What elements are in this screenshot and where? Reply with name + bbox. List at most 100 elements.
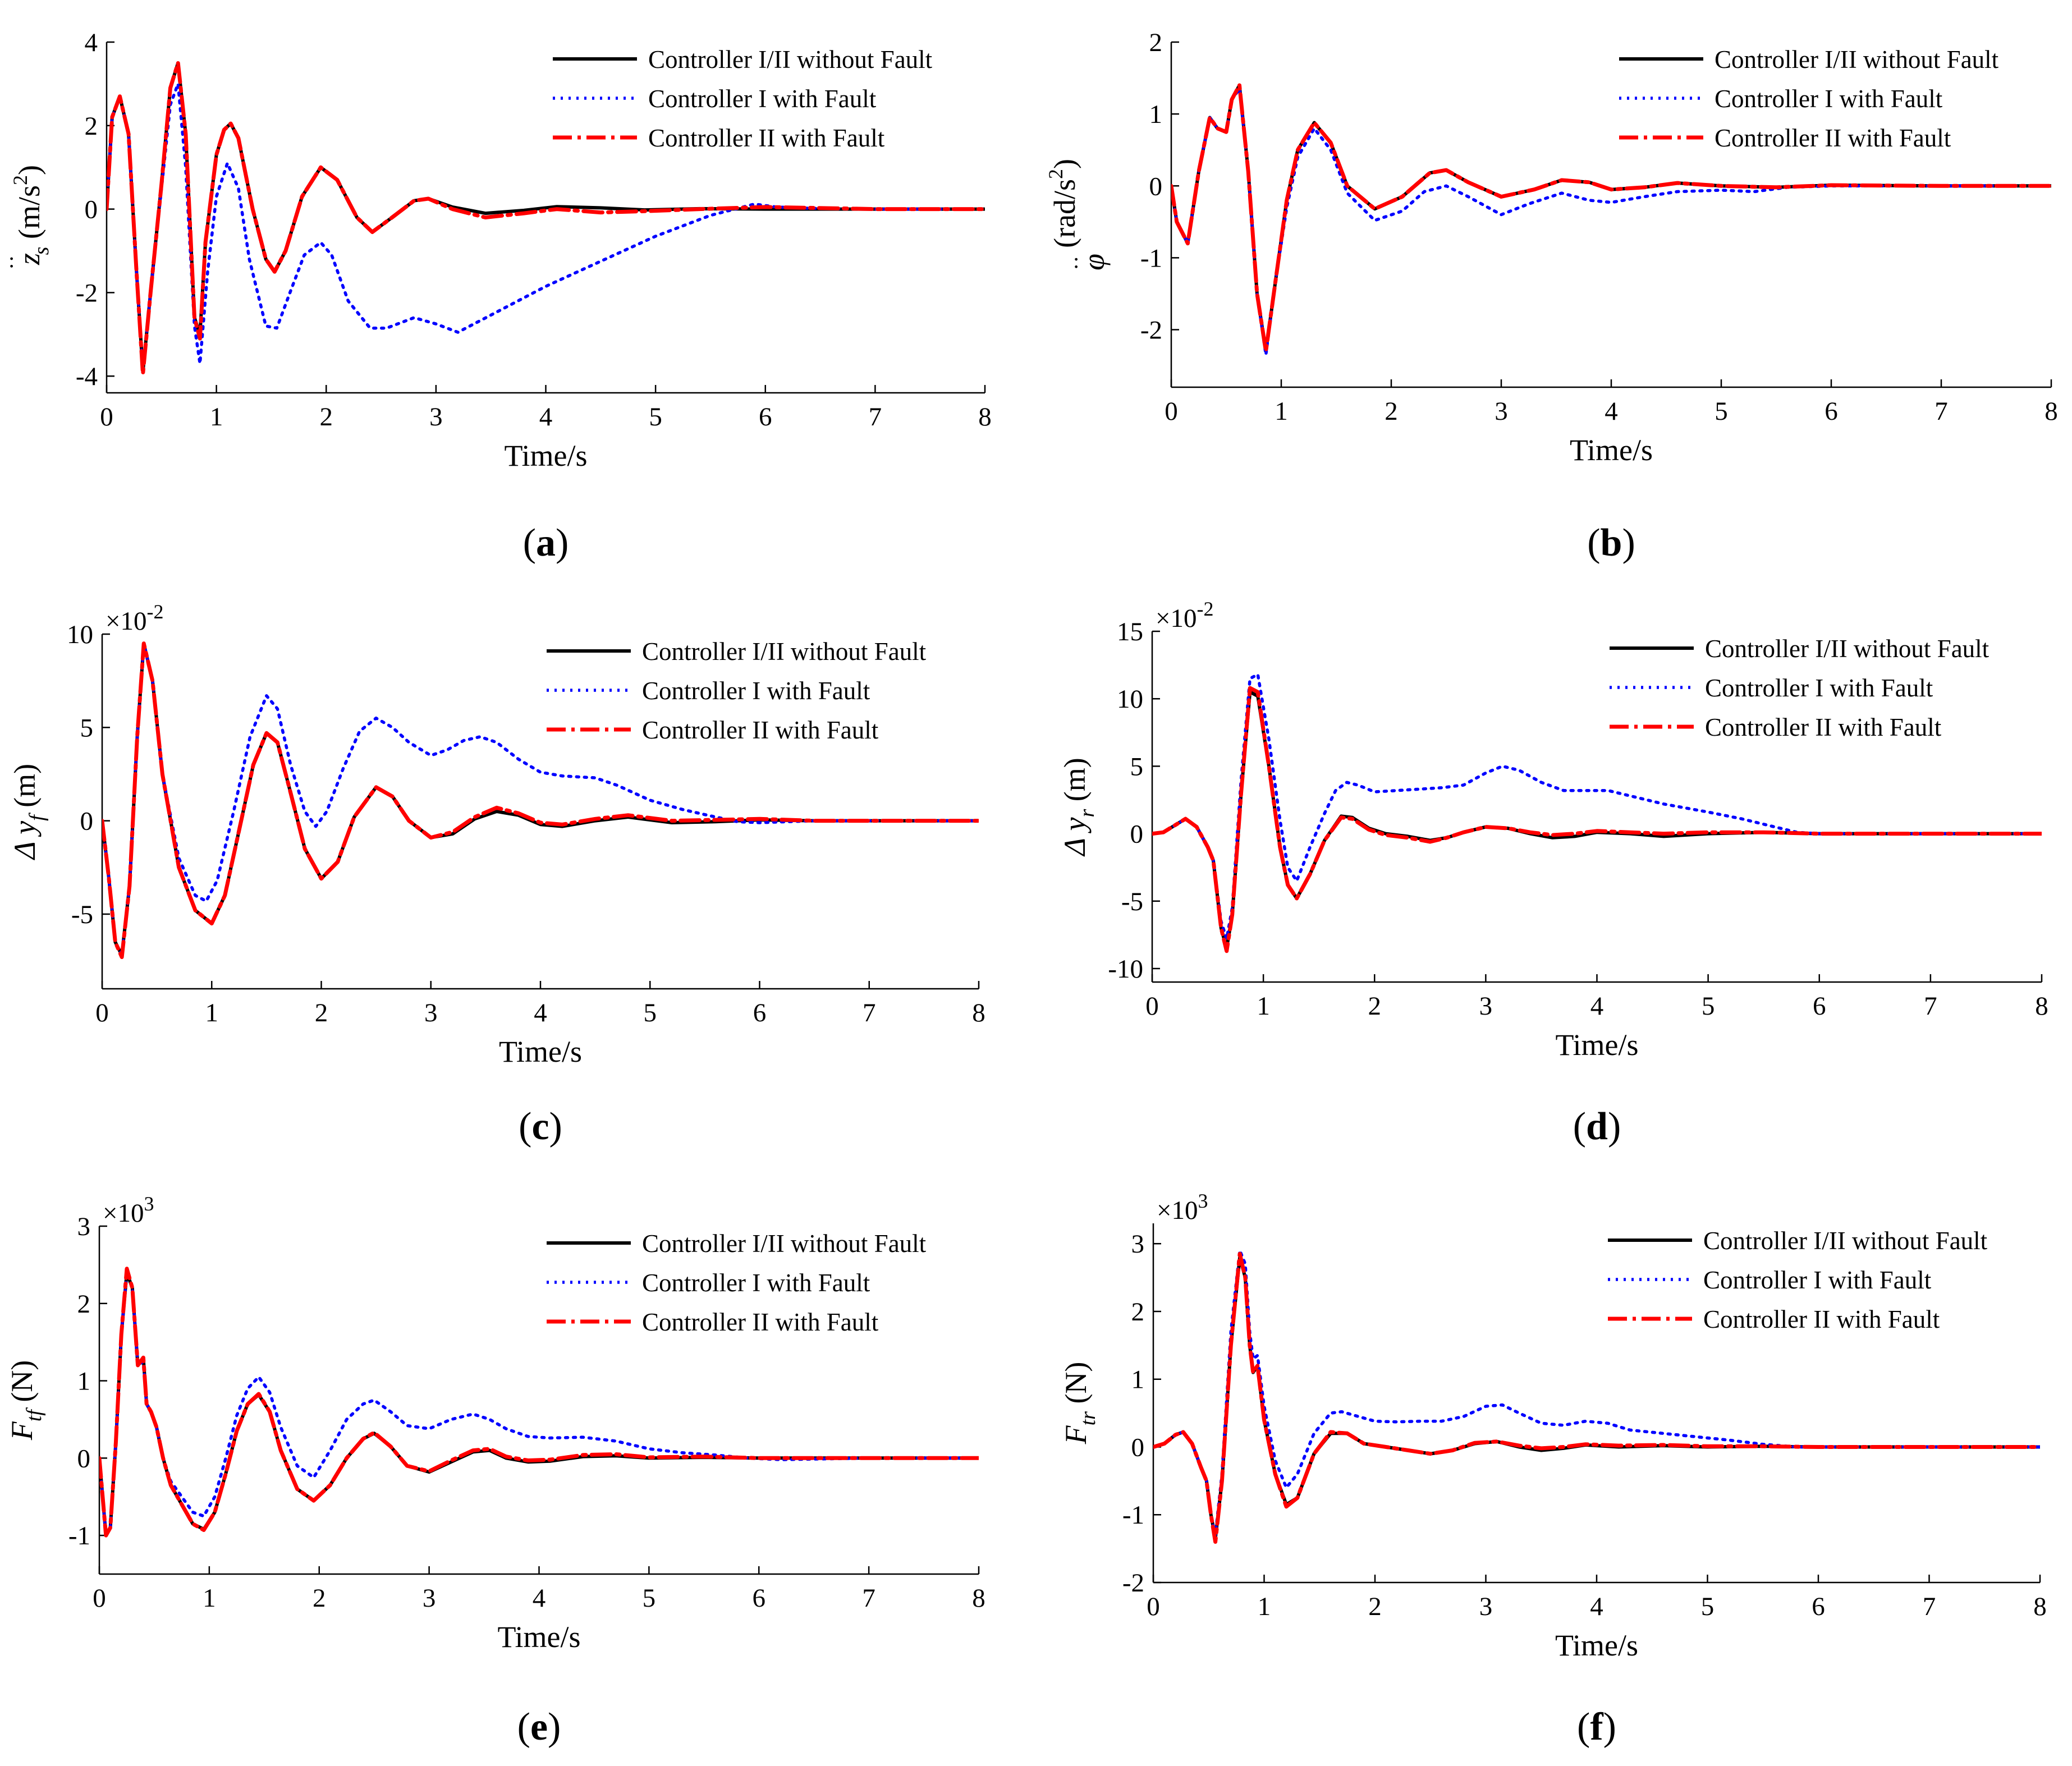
x-tick-label: 4 [1605,397,1618,426]
x-tick-label: 2 [1368,1592,1382,1621]
series-line-controller-2-fault [1171,83,2051,354]
x-tick-label: 5 [643,1584,656,1613]
series-line-controller-2-fault [107,61,985,376]
x-tick-label: 5 [1701,1592,1715,1621]
axis-exponent-label: ×103 [103,1192,154,1228]
legend-label: Controller II with Fault [648,124,885,152]
y-tick-label: 1 [77,1367,91,1396]
legend-label: Controller I/II without Fault [1715,45,1999,74]
x-tick-label: 8 [972,1584,985,1613]
y-axis-label: φ·· (rad/s2) [1044,159,1111,270]
x-tick-label: 3 [1495,397,1508,426]
y-tick-label: 2 [85,112,98,141]
series-line-controller-1-fault [1171,87,2051,357]
y-tick-label: 4 [85,28,98,57]
x-tick-label: 5 [649,402,662,432]
x-tick-label: 0 [1165,397,1178,426]
y-tick-label: -1 [1122,1501,1144,1530]
panel-caption: (f) [1577,1705,1616,1749]
y-tick-label: 10 [67,620,93,649]
chart-panel-f: 0 1 2 3 4 5 6 7 8 -2 -1 0 1 2 3 ×103 Time/s Ftr (N) Contro… [1059,1190,2047,1749]
x-tick-label: 1 [1257,992,1270,1021]
y-tick-label: 0 [1149,172,1163,201]
x-tick-label: 7 [869,402,882,432]
chart-panel-b: 0 1 2 3 4 5 6 7 8 -2 -1 0 1 2 Time/s φ·· (rad/s2) Contro… [1044,28,2058,565]
legend-label: Controller I with Fault [1705,674,1933,702]
y-tick-label: 1 [1131,1365,1145,1395]
y-tick-label: 5 [1130,752,1144,781]
y-tick-label: -2 [1140,316,1162,345]
x-tick-label: 2 [315,998,328,1028]
chart-panel-e: 0 1 2 3 4 5 6 7 8 -1 0 1 2 3 ×103 Time/s Ftf (N) Controll… [5,1192,985,1749]
chart-panel-a: 0 1 2 3 4 5 6 7 8 -4 -2 0 2 4 Time/s z··s (m/s2) Control… [0,28,992,565]
y-tick-label: 10 [1117,685,1143,714]
x-tick-label: 0 [95,998,109,1028]
chart-panel-d: 0 1 2 3 4 5 6 7 8 -10 -5 0 5 10 15 ×10-2 Time/s Δ yr (m) C… [1058,598,2048,1148]
series-line-controller-1-fault [1153,1249,2040,1537]
x-tick-label: 4 [534,998,547,1028]
panel-caption: (e) [517,1705,561,1749]
y-tick-label: -4 [76,362,98,391]
x-tick-label: 6 [1812,1592,1825,1621]
x-tick-label: 7 [862,1584,875,1613]
y-tick-label: 0 [80,807,94,836]
y-tick-label: -1 [1140,244,1162,273]
y-tick-label: 0 [77,1444,91,1473]
x-tick-label: 1 [1275,397,1288,426]
chart-panel-c: 0 1 2 3 4 5 6 7 8 -5 0 5 10 ×10-2 Time/s Δ yf (m) Contro… [8,600,985,1148]
x-tick-label: 5 [1702,992,1715,1021]
axis-exponent-label: ×10-2 [1156,598,1214,633]
x-tick-label: 3 [1479,1592,1493,1621]
x-axis-label: Time/s [499,1035,582,1068]
legend-label: Controller I with Fault [642,677,870,705]
x-axis-label: Time/s [1555,1028,1638,1062]
y-axis-label: Ftr (N) [1059,1362,1100,1445]
x-tick-label: 8 [2035,992,2048,1021]
y-tick-label: 5 [80,713,94,742]
legend-label: Controller I/II without Fault [642,637,927,666]
y-tick-label: 0 [85,195,98,224]
x-tick-label: 2 [313,1584,326,1613]
legend-label: Controller I with Fault [1703,1266,1932,1294]
x-tick-label: 5 [644,998,657,1028]
series-line-controller-1-fault [99,1270,979,1537]
x-tick-label: 0 [93,1584,106,1613]
series-line-controller-2-fault [102,641,979,959]
x-tick-label: 8 [2033,1592,2047,1621]
y-tick-label: -2 [76,278,98,308]
legend-label: Controller II with Fault [642,1308,879,1336]
legend-label: Controller II with Fault [1703,1305,1940,1333]
series-line-no-fault [1153,1255,2040,1540]
legend-label: Controller I/II without Fault [642,1230,927,1258]
y-tick-label: 3 [77,1212,91,1241]
x-tick-label: 8 [2045,397,2058,426]
x-tick-label: 2 [1368,992,1382,1021]
x-tick-label: 6 [1825,397,1838,426]
panel-caption: (b) [1587,521,1635,565]
y-tick-label: -1 [68,1521,90,1551]
y-tick-label: 15 [1117,617,1143,646]
x-axis-label: Time/s [1570,433,1653,467]
x-tick-label: 6 [753,1584,766,1613]
series-line-controller-2-fault [1152,686,2042,953]
y-axis-label: Δ yr (m) [1058,758,1099,856]
x-tick-label: 4 [1590,992,1604,1021]
x-tick-label: 3 [424,998,438,1028]
axis-exponent-label: ×10-2 [106,600,164,636]
x-tick-label: 1 [1258,1592,1271,1621]
legend-label: Controller I with Fault [642,1269,870,1297]
x-tick-label: 6 [753,998,767,1028]
x-tick-label: 4 [539,402,553,432]
x-tick-label: 2 [1385,397,1398,426]
y-tick-label: 1 [1149,100,1163,129]
y-tick-label: -5 [71,900,93,929]
y-tick-label: -2 [1122,1568,1144,1598]
y-tick-label: 2 [77,1290,91,1319]
x-tick-label: 6 [759,402,772,432]
legend-label: Controller I/II without Fault [648,45,933,74]
x-tick-label: 7 [1935,397,1948,426]
legend-label: Controller I with Fault [648,85,877,113]
y-tick-label: 0 [1131,1433,1145,1462]
y-axis-label: Δ yf (m) [8,764,49,860]
